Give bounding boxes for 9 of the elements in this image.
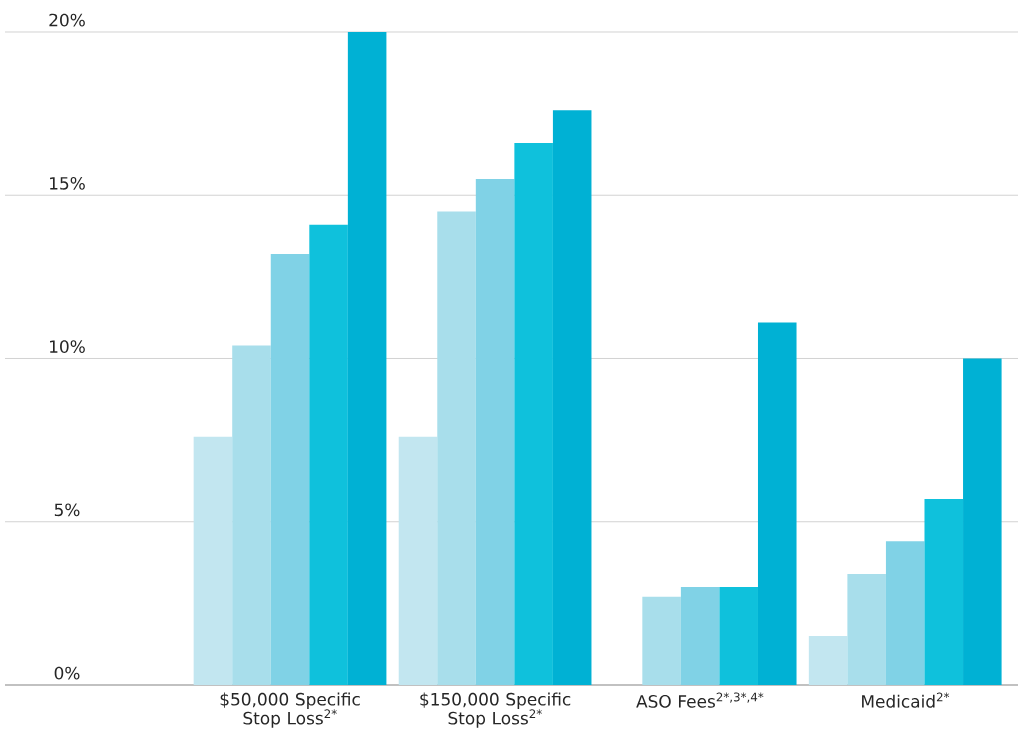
y-tick-label: 10% [50, 340, 85, 353]
x-tick-label: $50,000 Specific Stop Loss$^{2*}$ [220, 692, 360, 728]
y-tick-label: 5% [54, 503, 80, 517]
y-tick-label: 20% [49, 13, 85, 27]
y-tick-label: 0% [54, 666, 80, 680]
x-tick-label: ASO Fees$^{2*,3*,4*}$ [636, 692, 764, 708]
x-tick-label: $150,000 Specific Stop Loss$^{2*}$ [420, 692, 571, 728]
y-tick-label: 15% [50, 176, 85, 190]
x-tick-label: Medicaid$^{2*}$ [862, 692, 950, 708]
